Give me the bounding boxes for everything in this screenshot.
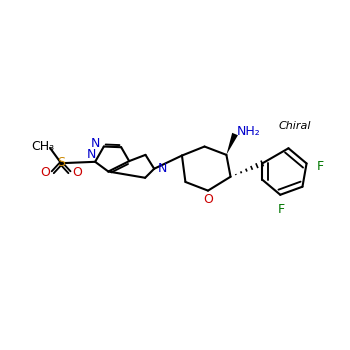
Text: N: N: [158, 162, 168, 175]
Polygon shape: [226, 133, 238, 155]
Text: Chiral: Chiral: [279, 121, 311, 131]
Text: O: O: [40, 166, 50, 180]
Text: F: F: [316, 161, 324, 174]
Text: F: F: [278, 203, 285, 216]
Text: N: N: [90, 137, 100, 150]
Text: O: O: [203, 193, 213, 206]
Text: N: N: [87, 148, 96, 161]
Text: O: O: [72, 166, 82, 180]
Text: NH₂: NH₂: [237, 125, 261, 138]
Text: CH₃: CH₃: [32, 140, 55, 153]
Text: S: S: [57, 156, 65, 169]
